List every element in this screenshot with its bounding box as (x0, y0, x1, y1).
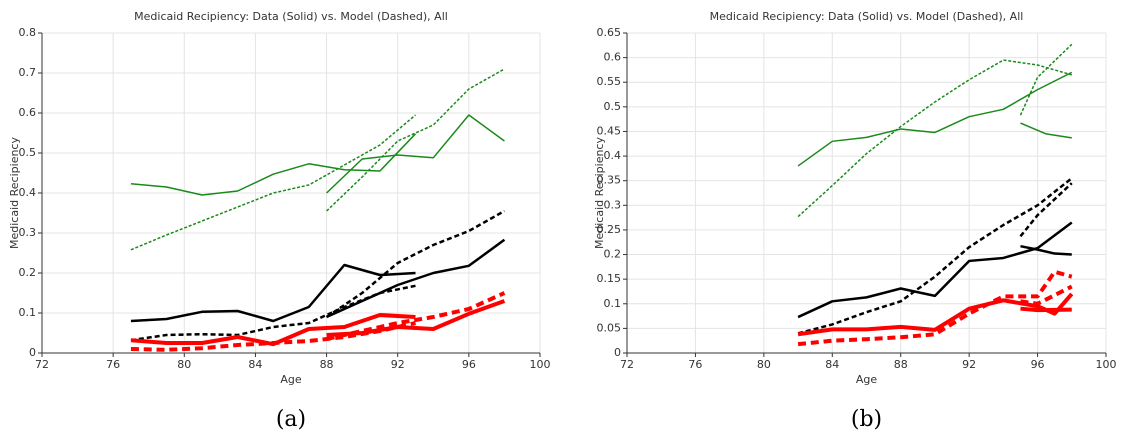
y-tick-label: 0.2 (19, 266, 37, 279)
y-axis-label: Medicaid Recipiency (593, 137, 606, 249)
series-line (1019, 43, 1073, 116)
y-tick-label: 0.5 (19, 146, 37, 159)
y-tick-label: 0.5 (604, 100, 622, 113)
y-tick-label: 0.15 (597, 272, 622, 285)
x-tick-label: 88 (894, 358, 908, 371)
x-axis-label: Age (856, 373, 878, 386)
plot-area (627, 33, 1106, 353)
y-tick-label: 0.8 (19, 26, 37, 39)
x-tick-label: 76 (688, 358, 702, 371)
y-tick-label: 0.25 (597, 223, 622, 236)
y-tick-label: 0 (29, 346, 36, 359)
y-tick-label: 0.65 (597, 26, 622, 39)
y-tick-label: 0.4 (19, 186, 37, 199)
series-line (1020, 306, 1072, 313)
x-tick-label: 100 (530, 358, 551, 371)
series-line (1019, 182, 1073, 238)
y-tick-label: 0.1 (19, 306, 37, 319)
caption: (b) (851, 407, 882, 432)
series-line (797, 269, 1073, 347)
series-line (1020, 284, 1073, 306)
series-line (797, 71, 1073, 167)
series-line (130, 321, 416, 352)
series-line (326, 114, 505, 194)
y-tick-label: 0.4 (604, 149, 622, 162)
x-tick-label: 80 (177, 358, 191, 371)
series-line (797, 59, 1072, 218)
x-tick-label: 84 (248, 358, 262, 371)
series-line (325, 209, 506, 319)
y-tick-label: 0.35 (597, 174, 622, 187)
series-line (1020, 122, 1072, 139)
y-tick-label: 0.3 (604, 198, 622, 211)
x-tick-label: 76 (106, 358, 120, 371)
x-tick-label: 72 (620, 358, 634, 371)
y-tick-label: 0.6 (604, 51, 622, 64)
y-tick-label: 0.55 (597, 75, 622, 88)
y-tick-label: 0.7 (19, 66, 37, 79)
x-tick-label: 72 (35, 358, 49, 371)
x-tick-label: 88 (320, 358, 334, 371)
x-tick-label: 96 (1031, 358, 1045, 371)
y-tick-label: 0.05 (597, 321, 622, 334)
series-line (326, 68, 505, 212)
series-line (326, 291, 506, 341)
x-tick-label: 80 (757, 358, 771, 371)
series-line (797, 221, 1073, 319)
series-line (1020, 244, 1072, 256)
x-tick-label: 92 (391, 358, 405, 371)
x-tick-label: 96 (462, 358, 476, 371)
chart-title: Medicaid Recipiency: Data (Solid) vs. Mo… (710, 10, 1024, 23)
series-line (326, 238, 506, 319)
x-axis-label: Age (280, 373, 302, 386)
chart-title: Medicaid Recipiency: Data (Solid) vs. Mo… (134, 10, 448, 23)
y-tick-label: 0.45 (597, 124, 622, 137)
series-line (130, 263, 416, 323)
y-tick-label: 0 (614, 346, 621, 359)
y-tick-label: 0.1 (604, 297, 622, 310)
y-tick-label: 0.3 (19, 226, 37, 239)
x-tick-label: 100 (1096, 358, 1117, 371)
x-tick-label: 92 (962, 358, 976, 371)
y-tick-label: 0.6 (19, 106, 37, 119)
caption: (a) (276, 407, 306, 432)
x-tick-label: 84 (825, 358, 839, 371)
y-axis-label: Medicaid Recipiency (8, 137, 21, 249)
y-tick-label: 0.2 (604, 248, 622, 261)
series-line (130, 284, 416, 342)
